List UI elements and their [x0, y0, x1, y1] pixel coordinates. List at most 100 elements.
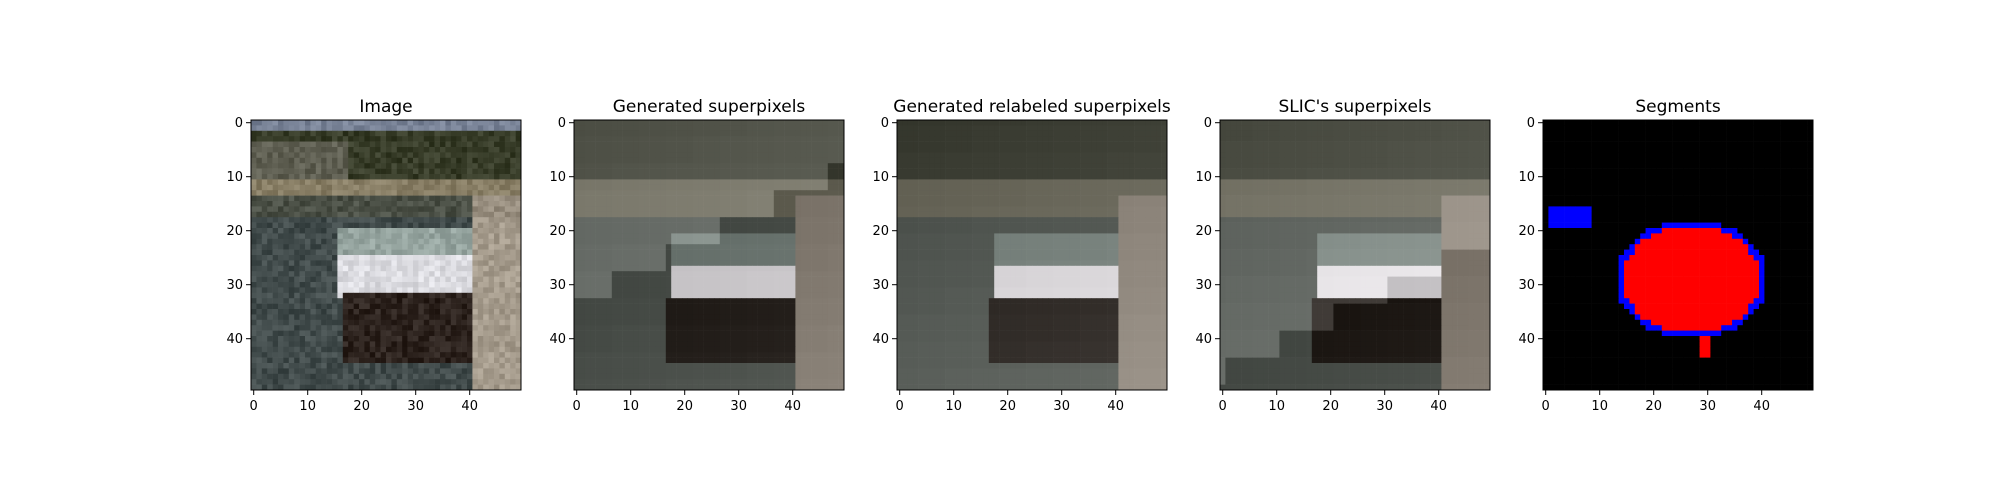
pixel-cell: [413, 319, 419, 326]
pixel-cell: [806, 260, 812, 267]
pixel-cell: [709, 303, 715, 310]
pixel-cell: [342, 346, 349, 353]
pixel-cell: [461, 195, 468, 202]
pixel-cell: [261, 384, 268, 391]
pixel-cell: [730, 336, 737, 342]
pixel-cell: [595, 346, 602, 353]
pixel-cell: [434, 163, 441, 169]
pixel-cell: [790, 201, 796, 207]
pixel-cell: [574, 217, 580, 223]
pixel-cell: [649, 217, 656, 223]
pixel-cell: [278, 287, 284, 294]
pixel-cell: [784, 233, 791, 240]
pixel-cell: [467, 325, 473, 331]
pixel-cell: [413, 373, 419, 380]
pixel-cell: [817, 206, 823, 213]
pixel-cell: [644, 147, 650, 153]
pixel-cell: [456, 217, 462, 223]
pixel-cell: [429, 341, 435, 348]
pixel-cell: [413, 211, 419, 218]
pixel-cell: [278, 201, 284, 207]
pixel-cell: [698, 336, 704, 342]
pixel-cell: [714, 238, 721, 245]
pixel-cell: [584, 357, 591, 364]
pixel-cell: [709, 314, 715, 321]
pixel-cell: [790, 303, 796, 310]
pixel-cell: [833, 120, 839, 126]
pixel-cell: [272, 282, 279, 288]
pixel-cell: [294, 206, 300, 213]
pixel-cell: [445, 228, 452, 234]
pixel-cell: [499, 244, 506, 250]
pixel-cell: [714, 152, 721, 159]
pixel-cell: [574, 141, 580, 148]
pixel-cell: [606, 211, 613, 218]
pixel-cell: [413, 184, 419, 191]
pixel-cell: [644, 363, 650, 369]
pixel-cell: [413, 363, 419, 369]
pixel-cell: [251, 282, 257, 288]
pixel-cell: [515, 314, 522, 321]
pixel-cell: [806, 303, 812, 310]
pixel-cell: [579, 244, 586, 250]
pixel-cell: [450, 265, 457, 272]
pixel-cell: [709, 217, 715, 223]
pixel-cell: [773, 271, 780, 277]
pixel-cell: [504, 265, 511, 272]
pixel-cell: [800, 341, 807, 348]
pixel-cell: [601, 152, 607, 159]
pixel-cell: [369, 319, 376, 326]
pixel-cell: [665, 190, 672, 196]
pixel-cell: [499, 195, 506, 202]
pixel-cell: [504, 163, 511, 169]
pixel-cell: [288, 222, 295, 229]
pixel-cell: [267, 228, 273, 234]
pixel-cell: [504, 244, 511, 250]
pixel-cell: [768, 276, 775, 283]
pixel-cell: [800, 309, 807, 315]
pixel-cell: [488, 217, 495, 223]
pixel-cell: [590, 195, 596, 202]
pixel-cell: [757, 157, 764, 164]
pixel-cell: [364, 384, 371, 391]
pixel-cell: [467, 282, 473, 288]
pixel-cell: [703, 222, 710, 229]
pixel-cell: [315, 130, 322, 137]
pixel-cell: [461, 379, 468, 385]
pixel-cell: [445, 271, 452, 277]
pixel-cell: [795, 336, 802, 342]
pixel-cell: [574, 222, 580, 229]
pixel-cell: [584, 346, 591, 353]
pixel-cell: [456, 271, 462, 277]
pixel-cell: [407, 265, 414, 272]
pixel-cell: [515, 147, 522, 153]
pixel-cell: [353, 120, 360, 126]
pixel-cell: [692, 298, 699, 304]
pixel-cell: [649, 249, 656, 256]
pixel-cell: [272, 244, 279, 250]
pixel-cell: [800, 179, 807, 186]
pixel-cell: [450, 260, 457, 267]
pixel-cell: [283, 152, 290, 159]
pixel-cell: [456, 238, 462, 245]
pixel-cell: [833, 222, 839, 229]
pixel-cell: [321, 233, 327, 240]
pixel-cell: [326, 346, 333, 353]
pixel-cell: [736, 174, 742, 180]
pixel-cell: [467, 303, 473, 310]
pixel-cell: [396, 309, 403, 315]
pixel-cell: [698, 228, 704, 234]
pixel-cell: [638, 233, 645, 240]
pixel-cell: [467, 195, 473, 202]
pixel-cell: [402, 157, 408, 164]
pixel-cell: [595, 341, 602, 348]
pixel-cell: [622, 206, 629, 213]
pixel-cell: [407, 184, 414, 191]
pixel-cell: [682, 152, 688, 159]
pixel-cell: [725, 341, 731, 348]
pixel-cell: [326, 233, 333, 240]
pixel-cell: [267, 147, 273, 153]
pixel-cell: [687, 287, 694, 294]
pixel-cell: [450, 222, 457, 229]
pixel-cell: [359, 130, 365, 137]
